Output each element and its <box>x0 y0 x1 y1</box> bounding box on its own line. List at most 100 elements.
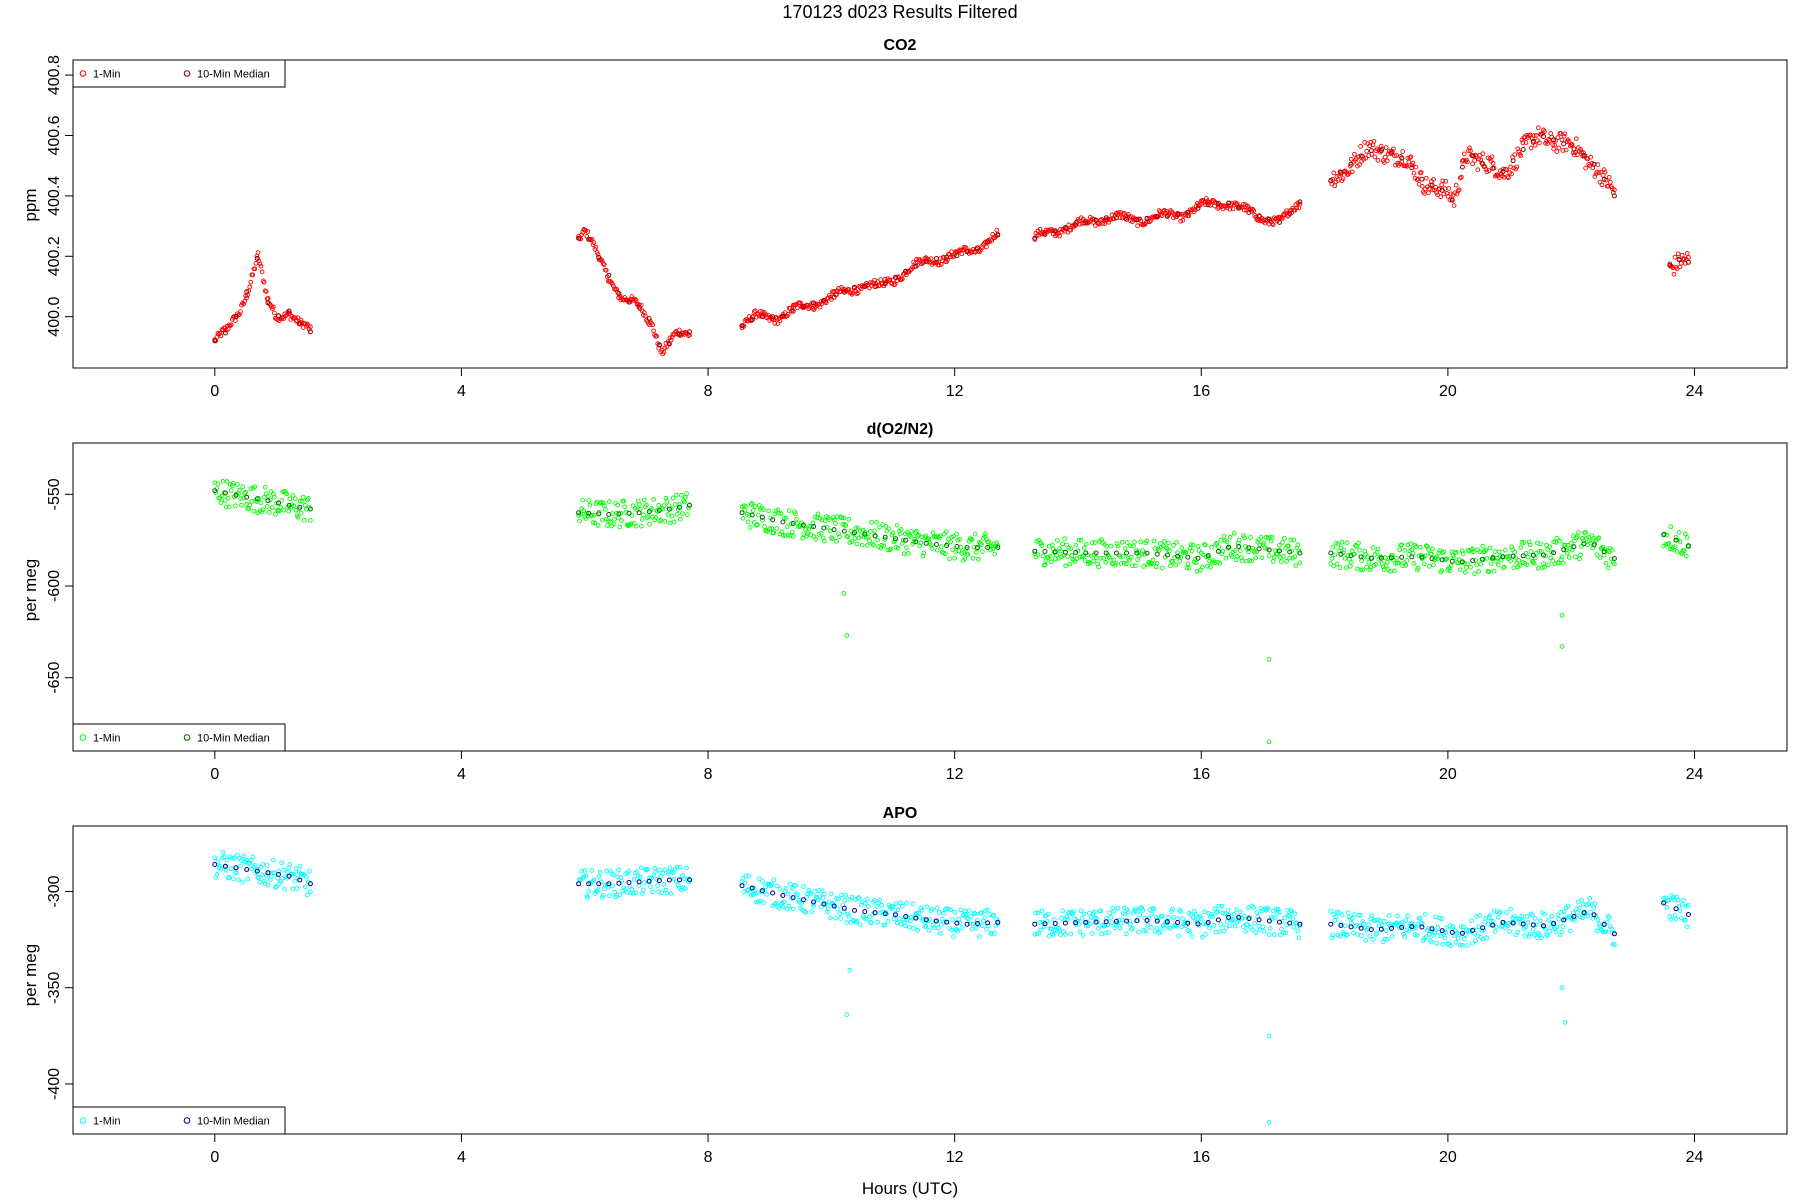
median-point <box>1439 187 1445 193</box>
one-min-point <box>1091 558 1096 564</box>
one-min-point <box>1227 534 1233 540</box>
one-min-point <box>589 236 595 242</box>
one-min-point <box>238 863 243 869</box>
one-min-point <box>1417 544 1423 550</box>
one-min-point <box>662 519 668 524</box>
one-min-point <box>1190 542 1196 548</box>
one-min-point <box>1334 561 1340 567</box>
one-min-point <box>266 510 272 515</box>
median-point <box>1459 559 1465 565</box>
median-point <box>596 511 602 517</box>
one-min-point <box>254 499 260 504</box>
one-min-point <box>1397 925 1402 931</box>
one-min-point <box>611 283 616 289</box>
median-point <box>297 504 303 510</box>
one-min-point <box>907 532 912 538</box>
one-min-point <box>1124 907 1130 913</box>
one-min-point <box>1210 914 1215 919</box>
median-point <box>1113 215 1119 221</box>
median-point <box>862 284 868 289</box>
one-min-point <box>1670 545 1676 550</box>
one-min-point <box>285 869 291 875</box>
one-min-point <box>1057 927 1062 933</box>
median-point <box>1685 912 1691 917</box>
median-point <box>1419 176 1425 182</box>
median-point <box>1236 914 1242 920</box>
one-min-point <box>936 910 942 915</box>
one-min-point <box>600 892 606 898</box>
one-min-point <box>676 502 682 507</box>
one-min-point <box>1062 536 1067 542</box>
median-point <box>1490 922 1496 928</box>
median-point <box>1530 138 1536 144</box>
one-min-point <box>1122 545 1128 551</box>
one-min-point <box>1460 551 1466 556</box>
one-min-point <box>911 926 916 931</box>
one-min-point <box>1575 152 1580 158</box>
x-tick-label: 16 <box>1192 1149 1210 1166</box>
median-point <box>626 299 632 305</box>
one-min-point <box>741 503 747 509</box>
one-min-point <box>863 916 869 922</box>
one-min-point <box>287 862 293 867</box>
one-min-point <box>302 884 308 890</box>
one-min-point <box>1119 917 1125 922</box>
one-min-point <box>592 520 598 526</box>
one-min-point <box>1547 544 1552 550</box>
one-min-point <box>234 870 239 876</box>
y-tick-label: 400.2 <box>46 236 63 276</box>
one-min-point <box>1179 545 1185 550</box>
median-point <box>1520 147 1526 152</box>
one-min-point <box>303 874 309 880</box>
one-min-point <box>1437 548 1443 553</box>
one-min-point <box>817 304 823 310</box>
one-min-point <box>1415 921 1421 927</box>
median-point <box>985 920 991 926</box>
one-min-point <box>771 877 777 883</box>
one-min-point <box>1067 561 1073 567</box>
one-min-point <box>1288 537 1294 543</box>
one-min-point <box>923 924 929 929</box>
one-min-point <box>221 854 227 860</box>
one-min-point <box>752 308 758 314</box>
one-min-point <box>1444 556 1450 562</box>
one-min-point <box>639 891 645 896</box>
one-min-point <box>299 871 305 877</box>
one-min-point <box>937 930 943 936</box>
one-min-point <box>1672 254 1678 260</box>
one-min-point <box>279 498 284 503</box>
one-min-point <box>244 295 250 301</box>
one-min-point <box>968 913 974 919</box>
one-min-point <box>1057 546 1062 552</box>
one-min-point <box>1679 902 1685 907</box>
one-min-point <box>579 232 585 238</box>
one-min-point <box>1329 935 1335 941</box>
one-min-point <box>1159 213 1165 219</box>
one-min-point <box>1035 552 1041 558</box>
one-min-point <box>1042 230 1048 235</box>
one-min-point <box>1176 554 1182 560</box>
one-min-point <box>1227 923 1233 929</box>
one-min-point <box>1229 554 1235 559</box>
median-point <box>1246 210 1252 215</box>
one-min-point <box>1581 150 1586 156</box>
median-point <box>893 912 898 918</box>
legend: 1-Min 10-Min Median <box>72 1106 286 1135</box>
legend-box <box>72 59 286 88</box>
one-min-point <box>1199 934 1205 940</box>
one-min-point <box>1108 543 1114 549</box>
one-min-point <box>1217 929 1223 935</box>
median-point <box>1551 137 1557 143</box>
one-min-point <box>1150 557 1156 563</box>
one-min-point <box>1413 164 1419 170</box>
one-min-point <box>1366 922 1372 928</box>
one-min-point <box>956 916 962 922</box>
one-min-point <box>1441 549 1447 555</box>
median-point <box>1591 161 1597 167</box>
median-point <box>1246 545 1252 551</box>
one-min-point <box>1361 921 1366 926</box>
median-point <box>1277 919 1282 925</box>
one-min-point <box>1295 928 1301 934</box>
one-min-point <box>1487 913 1493 918</box>
one-min-point <box>755 522 760 528</box>
